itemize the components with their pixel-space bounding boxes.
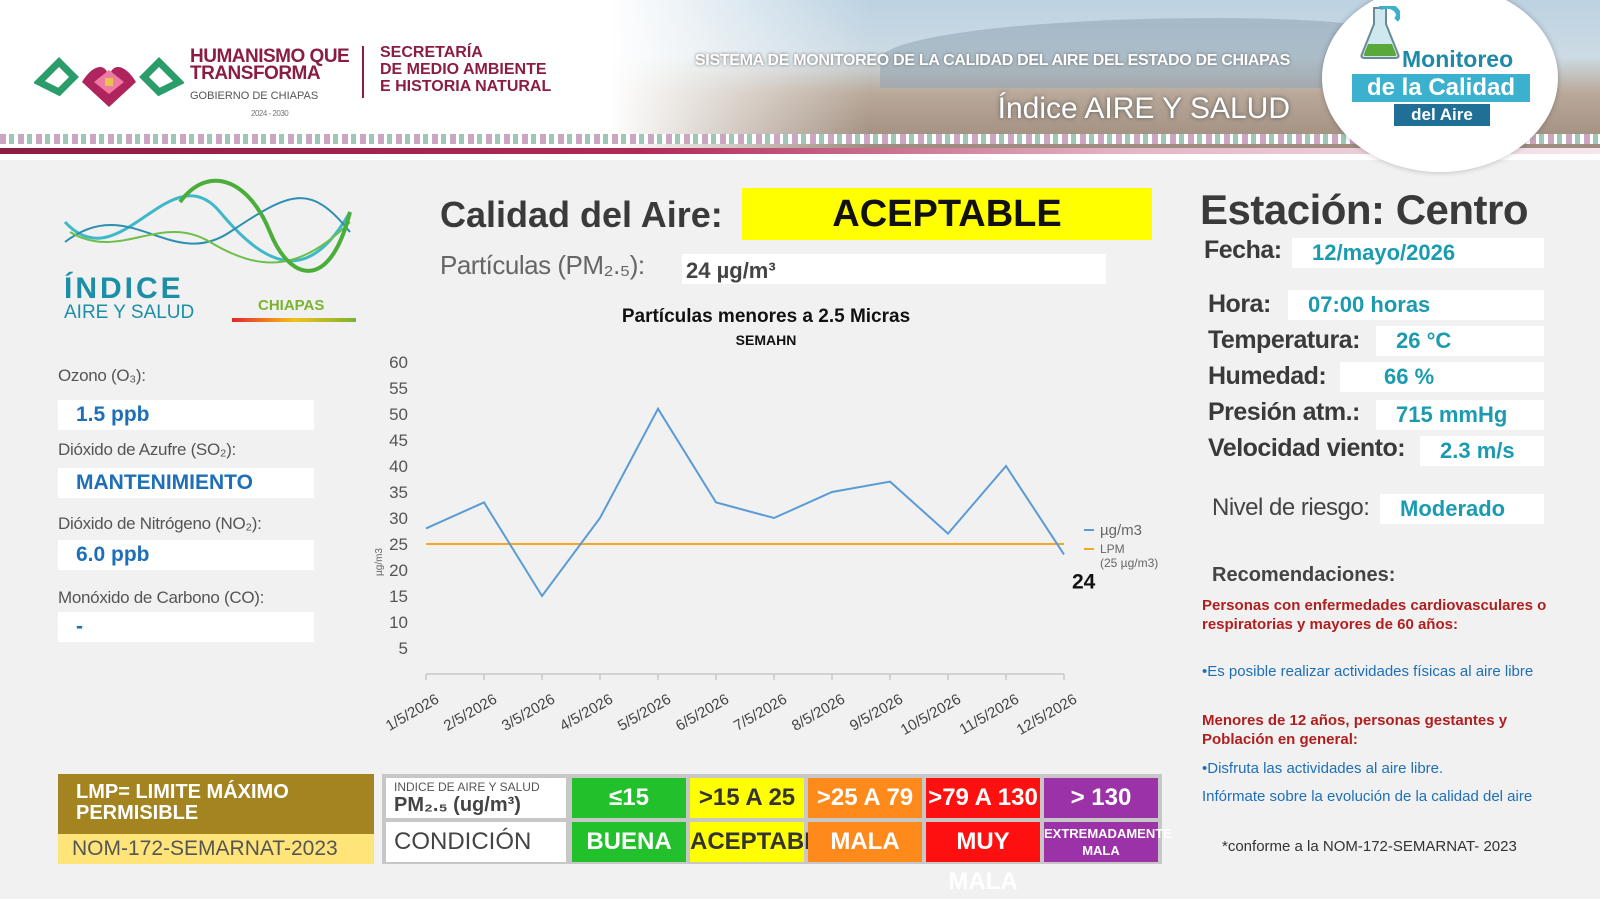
legend-label-lpm-note: (25 µg/m3) <box>1100 556 1158 570</box>
presion-label: Presión atm.: <box>1208 398 1360 426</box>
rec-group1-title: Personas con enfermedades cardiovascular… <box>1202 597 1547 633</box>
y-tick-label: 30 <box>389 509 408 528</box>
flask-icon <box>1360 6 1400 59</box>
calidad-label: Calidad del Aire: <box>440 194 723 235</box>
scale-condition-cell: BUENA <box>572 822 686 862</box>
y-tick-label: 35 <box>389 483 408 502</box>
so2-value: MANTENIMIENTO <box>58 468 314 498</box>
chart-subtitle: SEMAHN <box>736 332 797 348</box>
co-value: - <box>58 612 314 642</box>
x-tick-label: 3/5/2026 <box>499 691 558 735</box>
scale-condition-label: CONDICIÓN <box>386 822 566 862</box>
y-tick-label: 45 <box>389 431 408 450</box>
chart-title: Partículas menores a 2.5 Micras <box>622 306 910 327</box>
gobierno-logo-icon <box>34 57 184 107</box>
humedad-value: 66 % <box>1340 362 1544 392</box>
ozono-label: Ozono (O₃): <box>58 366 146 385</box>
series-line-pm25 <box>425 406 1065 598</box>
humedad-label: Humedad: <box>1208 362 1327 390</box>
chart-end-label: 24 <box>1072 570 1096 593</box>
y-tick-label: 55 <box>389 379 408 398</box>
temperatura-label: Temperatura: <box>1208 326 1360 354</box>
monitoreo-badge: Monitoreo de la Calidad del Aire <box>1322 0 1558 172</box>
station-title: Estación: Centro <box>1200 186 1529 233</box>
index-title: Índice AIRE Y SALUD <box>997 92 1290 125</box>
rec-note: *conforme a la NOM-172-SEMARNAT- 2023 <box>1222 838 1517 855</box>
ozono-value: 1.5 ppb <box>58 400 314 430</box>
y-tick-label: 25 <box>389 535 408 554</box>
scale-range-cell: > 130 <box>1044 778 1158 818</box>
pm25-line-chart: Partículas menores a 2.5 Micras SEMAHN µ… <box>374 306 1158 739</box>
scale-range-cell: ≤15 <box>572 778 686 818</box>
viento-label: Velocidad viento: <box>1208 434 1406 462</box>
x-tick-label: 8/5/2026 <box>789 691 848 735</box>
hora-value: 07:00 horas <box>1288 290 1544 320</box>
scale-header: INDICE DE AIRE Y SALUD PM₂.₅ (ug/m³) <box>386 778 566 818</box>
y-tick-label: 5 <box>399 639 408 658</box>
viento-value: 2.3 m/s <box>1420 436 1544 466</box>
chart-ylabel: µg/m3 <box>374 548 385 576</box>
rec-info: Infórmate sobre la evolución de la calid… <box>1202 788 1533 805</box>
co-label: Monóxido de Carbono (CO): <box>58 588 265 607</box>
scale-condition-cell: EXTREMADAMENTE MALA <box>1044 822 1172 862</box>
recomendaciones-title: Recomendaciones: <box>1212 564 1396 586</box>
system-title: SISTEMA DE MONITOREO DE LA CALIDAD DEL A… <box>694 52 1290 69</box>
x-tick-label: 5/5/2026 <box>615 691 674 735</box>
scale-condition-cell: MALA <box>808 822 922 862</box>
y-tick-label: 15 <box>389 587 408 606</box>
y-tick-label: 50 <box>389 405 408 424</box>
rec-group2-title: Menores de 12 años, personas gestantes y… <box>1202 712 1508 748</box>
indice-wave-logo-icon <box>63 178 352 273</box>
y-tick-label: 20 <box>389 561 408 580</box>
gobierno-text: HUMANISMO QUE TRANSFORMA GOBIERNO DE CHI… <box>190 46 350 118</box>
x-tick-label: 12/5/2026 <box>1014 691 1080 739</box>
scale-range-cell: >15 A 25 <box>690 778 804 818</box>
x-tick-label: 1/5/2026 <box>383 691 442 735</box>
hora-label: Hora: <box>1208 290 1271 318</box>
aqi-scale-table: INDICE DE AIRE Y SALUD PM₂.₅ (ug/m³) CON… <box>382 774 1172 895</box>
secretaria-text: SECRETARÍA DE MEDIO AMBIENTE E HISTORIA … <box>380 44 552 95</box>
scale-condition-cell: MUY MALA <box>926 822 1040 895</box>
legend-label-pm25: µg/m3 <box>1100 522 1142 539</box>
x-tick-label: 7/5/2026 <box>731 691 790 735</box>
y-tick-label: 10 <box>389 613 408 632</box>
fecha-label: Fecha: <box>1204 236 1282 264</box>
riesgo-value: Moderado <box>1380 494 1544 524</box>
presion-value: 715 mmHg <box>1376 400 1544 430</box>
riesgo-label: Nivel de riesgo: <box>1212 494 1370 521</box>
calidad-value: ACEPTABLE <box>742 188 1152 240</box>
pm-label: Partículas (PM₂.₅): <box>440 250 645 280</box>
legend-label-lpm: LPM <box>1100 542 1125 556</box>
rec-group1-text: •Es posible realizar actividades físicas… <box>1202 663 1534 680</box>
x-tick-label: 2/5/2026 <box>441 691 500 735</box>
y-tick-label: 40 <box>389 457 408 476</box>
x-tick-label: 6/5/2026 <box>673 691 732 735</box>
x-tick-label: 10/5/2026 <box>898 691 964 739</box>
x-tick-label: 4/5/2026 <box>557 691 616 735</box>
temperatura-value: 26 °C <box>1376 326 1544 356</box>
decorative-pattern <box>0 134 1600 144</box>
y-tick-label: 60 <box>389 353 408 372</box>
scale-condition-cell: ACEPTABLE <box>690 822 835 862</box>
fecha-value: 12/mayo/2026 <box>1292 238 1544 268</box>
pm-value: 24 µg/m³ <box>682 254 1106 284</box>
lmp-norm: NOM-172-SEMARNAT-2023 <box>58 834 374 864</box>
decorative-band <box>0 148 1600 154</box>
no2-label: Dióxido de Nitrógeno (NO₂): <box>58 514 262 533</box>
no2-value: 6.0 ppb <box>58 540 314 570</box>
scale-range-cell: >79 A 130 <box>926 778 1040 818</box>
x-tick-label: 9/5/2026 <box>847 691 906 735</box>
rec-group2-text: •Disfruta las actividades al aire libre. <box>1202 760 1444 777</box>
scale-range-cell: >25 A 79 <box>808 778 922 818</box>
lmp-title: LMP= LIMITE MÁXIMO PERMISIBLE <box>58 774 374 834</box>
x-tick-label: 11/5/2026 <box>957 691 1022 739</box>
so2-label: Dióxido de Azufre (SO₂): <box>58 440 236 459</box>
